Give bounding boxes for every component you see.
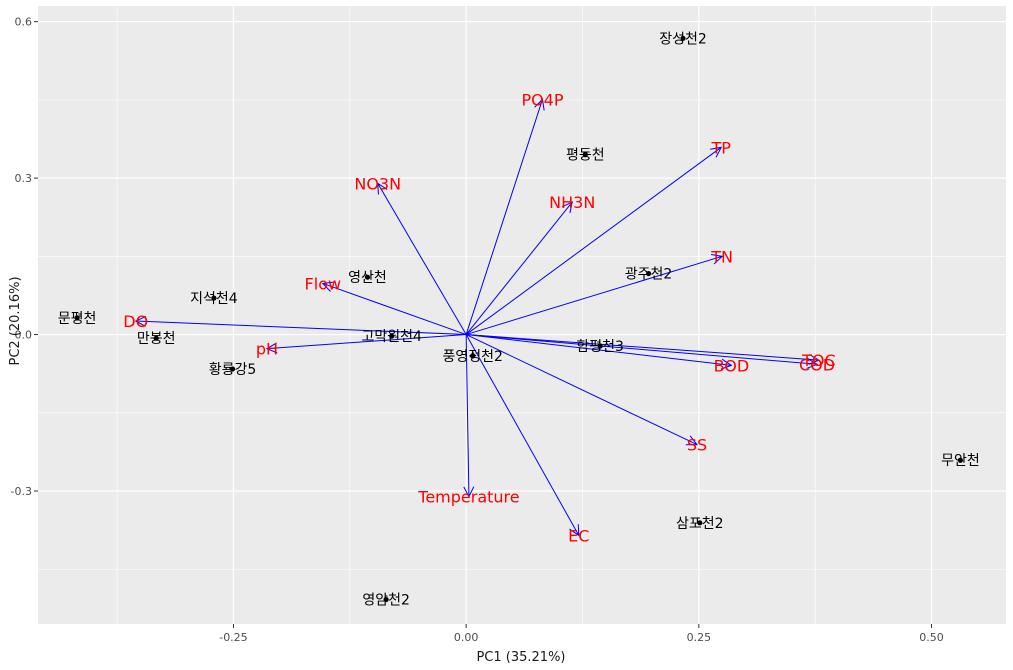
variable-arrow (267, 334, 467, 349)
y-tick-label: -0.3 (11, 485, 32, 498)
variable-arrow (466, 334, 819, 361)
observation-label: 무안천 (941, 453, 980, 469)
observation-point (153, 335, 159, 341)
observation-point (74, 315, 80, 321)
variable-arrow (465, 99, 542, 335)
variable-label: EC (568, 526, 589, 545)
observation-point (680, 35, 686, 41)
variable-arrow (466, 334, 817, 365)
observation-label: 평동천 (566, 148, 605, 164)
observation-points (74, 35, 963, 603)
observation-label: 지석천4 (190, 291, 238, 307)
observation-label: 풍영정천2 (442, 349, 502, 365)
variable-label: Temperature (417, 488, 519, 507)
y-tick-label: 0.0 (15, 329, 33, 342)
observation-label: 영산천 (348, 270, 387, 286)
variable-arrow (466, 256, 722, 336)
y-tick-label: 0.3 (15, 172, 33, 185)
variable-label: DO (123, 312, 148, 331)
variable-label: TN (710, 247, 733, 266)
variable-arrow (136, 321, 467, 336)
plot-panel (38, 6, 1006, 624)
y-tick-label: 0.6 (15, 16, 33, 29)
variable-label: NH3N (549, 193, 595, 212)
observation-point (364, 274, 371, 280)
observation-label: 영암천2 (362, 592, 410, 608)
observation-label: 광주천2 (625, 267, 673, 283)
variable-arrow (465, 147, 721, 335)
observation-point (597, 343, 603, 349)
observation-point (211, 295, 217, 301)
observation-point (697, 520, 703, 526)
variable-label: BOD (714, 356, 750, 375)
observation-point (582, 152, 588, 158)
x-tick-label: 0.50 (919, 631, 944, 644)
variable-arrow (465, 202, 572, 335)
variable-label: Flow (305, 274, 342, 293)
observation-label: 장성천2 (659, 31, 707, 47)
variable-arrow (323, 283, 467, 336)
observation-point (957, 457, 963, 463)
variable-arrow (378, 183, 467, 335)
observation-label: 만봉천 (137, 331, 176, 347)
observation-label: 고막원천4 (361, 329, 422, 345)
observation-point (470, 353, 476, 359)
variable-arrow (465, 334, 697, 445)
variable-arrows (136, 99, 819, 535)
observation-point (645, 270, 652, 277)
x-axis-title: PC1 (35.21%) (476, 650, 565, 665)
variable-label: NO3N (354, 174, 401, 193)
variable-label: SS (687, 436, 707, 455)
variable-label: TOC (801, 351, 836, 370)
observation-label: 삼포천2 (676, 516, 724, 532)
variable-label: pH (256, 340, 278, 359)
variable-arrow (465, 334, 579, 536)
y-axis-ticks: 0.6 0.3 0.0 -0.3 (11, 16, 38, 498)
grid-minor (38, 6, 1006, 624)
observation-label: 문평천 (58, 311, 97, 327)
observation-label: 함평천3 (576, 339, 624, 355)
x-tick-label: 0.25 (687, 631, 712, 644)
variable-arrow (466, 334, 731, 366)
x-tick-label: 0.00 (454, 631, 479, 644)
observation-point (229, 366, 236, 372)
x-axis-ticks: -0.25 0.00 0.25 0.50 (219, 624, 944, 644)
observation-point (389, 333, 395, 339)
variable-arrow (466, 334, 469, 497)
y-axis-title: PC2 (20.16%) (8, 276, 23, 365)
variable-label: PO4P (521, 90, 563, 109)
observation-label: 황룡강5 (209, 362, 257, 378)
observation-point (383, 596, 389, 603)
x-tick-label: -0.25 (219, 631, 247, 644)
variable-label: TP (710, 138, 731, 157)
variable-label: COD (799, 355, 835, 374)
